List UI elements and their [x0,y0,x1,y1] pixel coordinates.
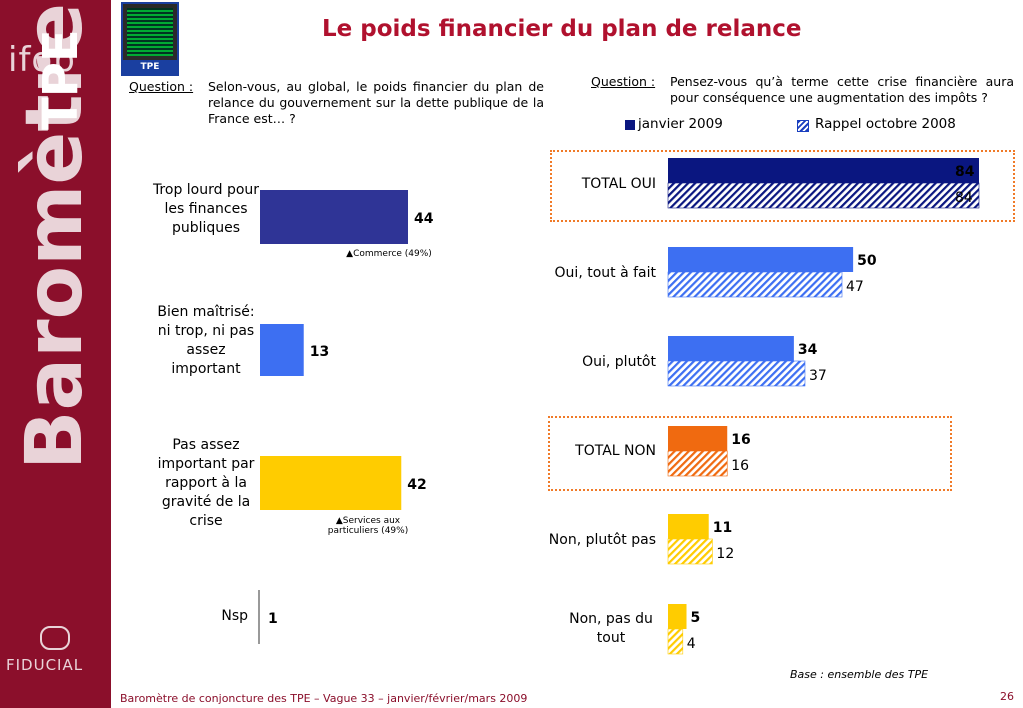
legend-label-series-1: janvier 2009 [638,116,723,132]
right-bar-value-series-2: 37 [809,368,827,384]
right-bar-series-2 [667,538,713,565]
left-bar-value: 44 [414,211,434,227]
right-bar-value-series-2: 47 [846,279,864,295]
left-bar [260,456,402,510]
right-bar-series-1 [668,514,709,539]
right-bar-value-series-1: 34 [798,342,818,358]
total-oui-frame [550,150,1015,222]
left-bar-value: 13 [310,344,329,360]
right-bar-series-2 [667,360,806,387]
legend-swatch-hatched [797,120,809,132]
left-bar [260,324,304,376]
left-bar-note: ▲Commerce (49%) [346,249,432,259]
right-category-label: Oui, tout à fait [554,265,656,281]
question-right-label: Question : [591,74,656,89]
left-category-label: Trop lourd pour les finances publiques [152,182,260,236]
right-category-label: TOTAL NON [575,443,656,459]
footer-text: Baromètre de conjoncture des TPE – Vague… [120,692,528,705]
left-category-label: Pas assez important par rapport à la gra… [157,437,255,529]
right-bar-series-2 [667,450,728,477]
portrait-image [127,8,173,56]
fiducial-logo-icon [40,626,70,650]
right-category-label: Non, plutôt pas [548,532,656,548]
right-bar-value-series-2: 4 [687,636,696,652]
question-left-label: Question : [129,79,194,94]
page-title: Le poids financier du plan de relance [322,16,802,42]
right-bar-value-series-1: 16 [731,432,750,448]
left-bar [260,190,408,244]
right-bar-series-1 [668,336,794,361]
right-bar-series-1 [668,158,979,183]
right-bar-value-series-1: 84 [955,164,975,180]
right-bar-series-2 [667,271,843,298]
right-bar-value-series-1: 5 [691,610,701,626]
right-bar-series-2 [667,182,980,209]
right-bar-series-1 [668,426,728,451]
right-bar-series-1 [668,247,854,272]
base-note: Base : ensemble des TPE [790,668,929,681]
right-bar-series-1 [668,604,687,629]
question-right: Question : Pensez-vous qu’à terme cette … [591,74,1015,110]
sidebar-brand: ifop Baromètre TPE FIDUCIAL [0,0,111,708]
ifop-logo: ifop [8,40,76,80]
right-bar-value-series-2: 16 [731,458,749,474]
left-bar-note: ▲Services aux particuliers (49%) [327,516,409,536]
legend-swatch-solid [625,120,635,130]
left-category-label: Bien maîtrisé: ni trop, ni pas assez imp… [157,304,255,377]
left-category-label: Nsp [221,608,248,624]
right-bar-value-series-2: 12 [716,546,734,562]
nsp-axis-line [258,590,260,644]
right-bar-value-series-2: 84 [955,190,973,206]
right-bar-value-series-1: 11 [713,520,732,536]
right-bar-value-series-1: 50 [857,253,877,269]
right-category-label: TOTAL OUI [581,176,656,192]
total-non-frame [548,416,952,491]
left-bar-value: 42 [407,477,426,493]
right-category-label: Non, pas du tout [569,611,653,646]
question-right-text: Pensez-vous qu’à terme cette crise finan… [670,74,1014,105]
question-left-text: Selon-vous, au global, le poids financie… [208,79,544,126]
left-bar-value: 1 [268,611,278,627]
legend-label-series-2: Rappel octobre 2008 [815,116,956,132]
page-number: 26 [1000,690,1014,703]
thumbnail-tag: TPE [123,60,177,74]
right-bar-series-2 [667,628,684,655]
tpe-thumbnail: TPE [121,2,179,76]
fiducial-logo: FIDUCIAL [6,656,84,674]
right-category-label: Oui, plutôt [582,354,656,370]
question-left: Question : Selon-vous, au global, le poi… [129,79,545,129]
